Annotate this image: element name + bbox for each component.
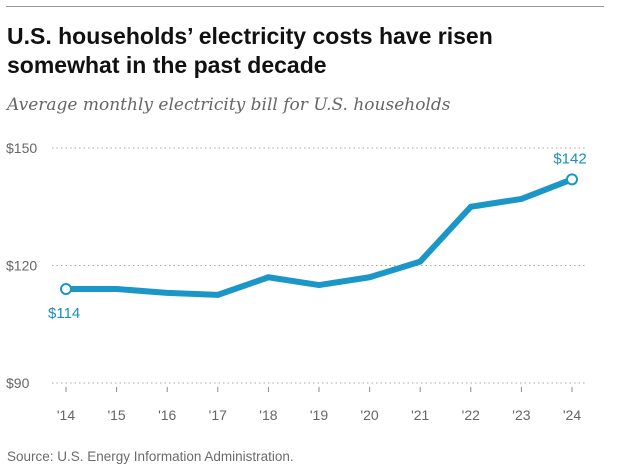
x-tick-label: '23 [512, 407, 530, 423]
x-tick-label: '22 [462, 407, 480, 423]
data-label: $142 [553, 150, 586, 167]
x-tick-label: '19 [310, 407, 328, 423]
data-point-marker [566, 173, 578, 186]
chart-subtitle: Average monthly electricity bill for U.S… [7, 95, 451, 115]
x-tick-label: '17 [209, 407, 227, 423]
source-note: Source: U.S. Energy Information Administ… [7, 449, 294, 464]
line-chart: $90 $120 $150 '14 '15 '16 '17 '18 '19 '20 '21 '22 '2… [6, 140, 587, 423]
y-tick-label: $90 [6, 375, 30, 391]
data-point-marker [60, 283, 72, 295]
x-tick-label: '14 [57, 407, 75, 423]
y-tick-label: $120 [6, 258, 37, 274]
x-tick-label: '21 [411, 407, 429, 423]
chart-title: U.S. households’ electricity costs have … [7, 23, 493, 78]
x-tick-label: '20 [360, 407, 378, 423]
x-tick-label: '24 [563, 407, 581, 423]
data-label: $114 [48, 305, 80, 322]
x-tick-label: '16 [158, 407, 176, 423]
series-line-0 [63, 176, 575, 298]
x-tick-label: '15 [107, 407, 125, 423]
top-rule [6, 6, 604, 7]
x-tick-label: '18 [259, 407, 277, 423]
y-tick-label: $150 [6, 140, 37, 156]
